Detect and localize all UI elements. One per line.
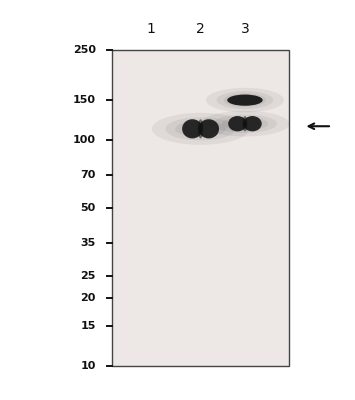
Ellipse shape [243,116,262,131]
Ellipse shape [217,91,273,109]
Text: 150: 150 [73,95,96,105]
Text: 10: 10 [81,361,96,371]
FancyBboxPatch shape [112,50,289,366]
Ellipse shape [224,94,266,107]
Ellipse shape [222,117,268,130]
Text: 2: 2 [196,22,205,36]
Text: 1: 1 [147,22,155,36]
Text: 3: 3 [241,22,249,36]
Text: 25: 25 [81,271,96,281]
Ellipse shape [198,119,203,138]
Ellipse shape [227,94,263,106]
Text: 100: 100 [73,135,96,145]
Ellipse shape [242,116,247,131]
Text: 15: 15 [81,321,96,331]
Text: 250: 250 [73,45,96,55]
Ellipse shape [152,113,249,145]
Ellipse shape [182,119,203,138]
Ellipse shape [165,117,236,140]
Text: 35: 35 [81,238,96,248]
Text: 70: 70 [81,170,96,180]
Text: 20: 20 [81,293,96,303]
Ellipse shape [201,111,289,136]
Ellipse shape [206,88,284,112]
Text: 50: 50 [81,203,96,213]
Ellipse shape [228,116,247,131]
Ellipse shape [175,120,226,137]
Ellipse shape [213,114,277,133]
Ellipse shape [198,119,219,138]
